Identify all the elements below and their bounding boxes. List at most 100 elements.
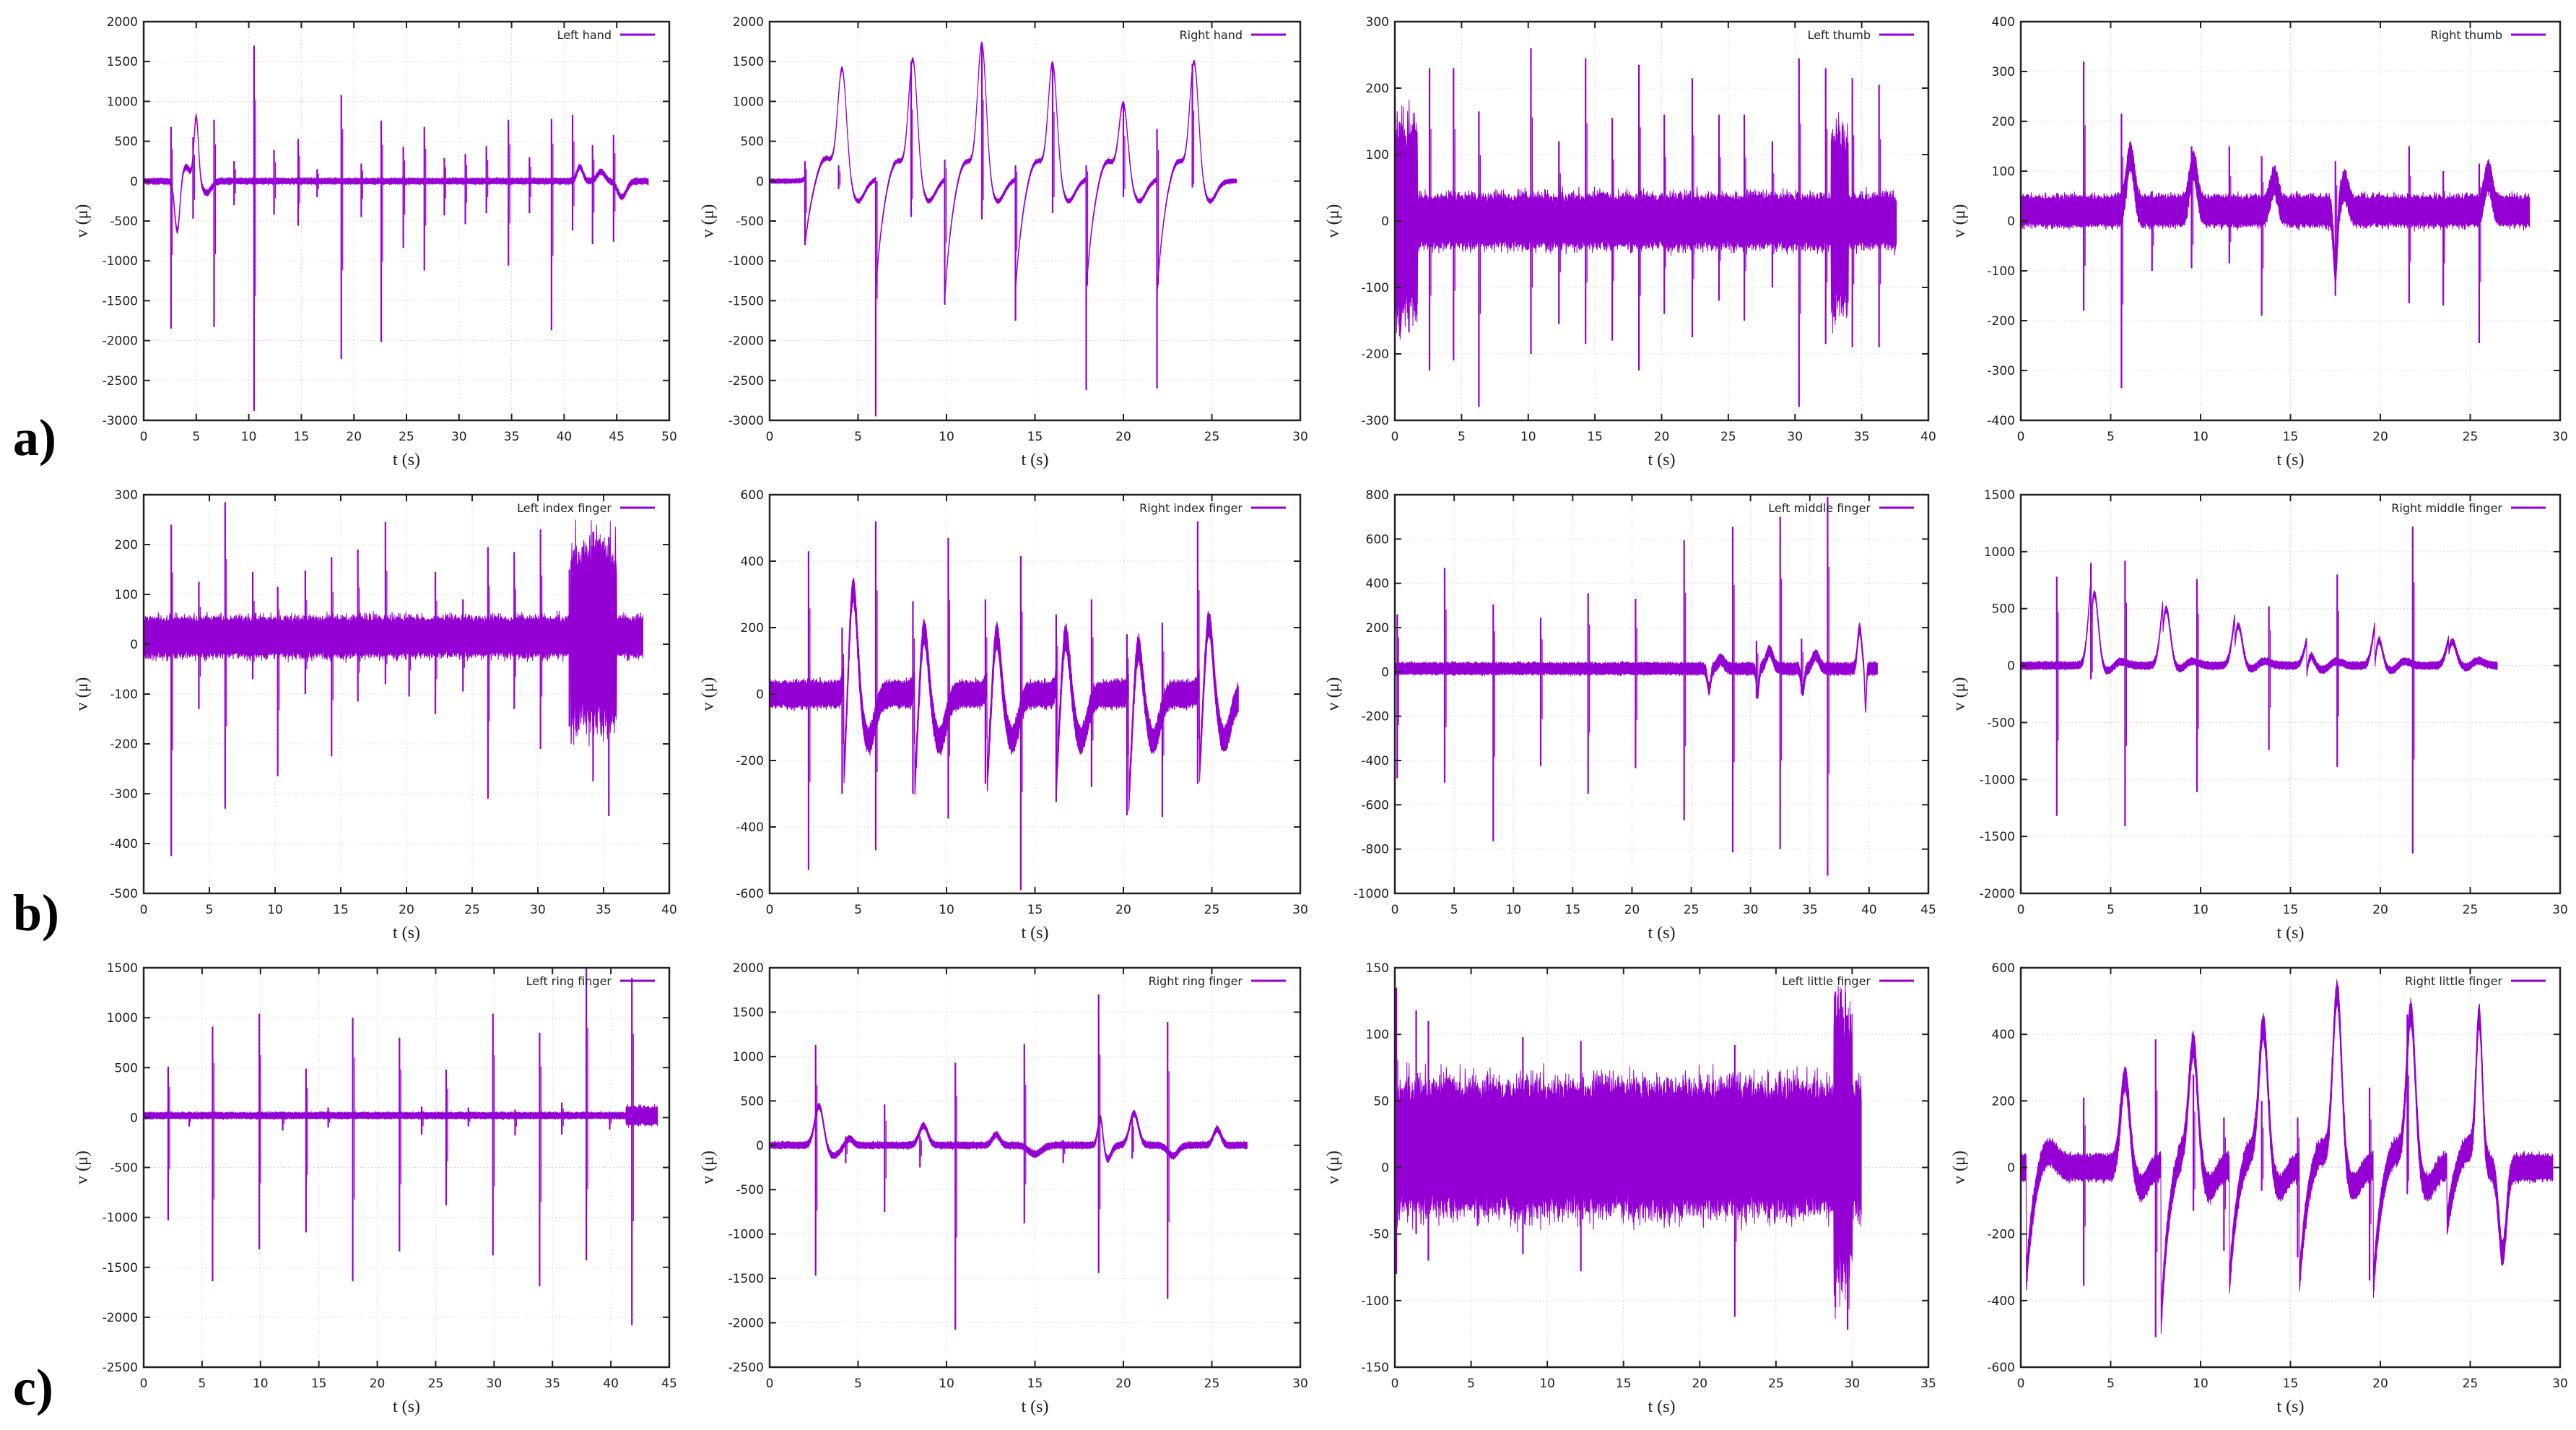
y-axis-label: v (μ) [699,204,718,238]
svg-text:5: 5 [198,1377,206,1391]
svg-text:0: 0 [2007,1161,2015,1176]
svg-text:45: 45 [1920,903,1936,917]
svg-text:Right middle finger: Right middle finger [2391,501,2502,515]
svg-text:20: 20 [1624,903,1640,917]
svg-text:20: 20 [1115,903,1131,917]
svg-text:200: 200 [1992,115,2015,129]
svg-text:10: 10 [1539,1377,1555,1391]
x-axis-label: t (s) [1648,924,1676,942]
svg-text:-500: -500 [1987,716,2015,730]
svg-text:10: 10 [1505,903,1521,917]
svg-text:150: 150 [1366,961,1389,976]
svg-text:0: 0 [1381,214,1389,229]
svg-text:-100: -100 [1361,1294,1389,1309]
legend: Right hand [1180,28,1286,42]
x-axis-label: t (s) [1022,924,1049,942]
svg-text:2000: 2000 [733,961,764,976]
chart-panel-left-middle-finger: 0 5 10 15 20 25 30 35 40 45 -1000 -800 -600 -400 -200 0… [1308,480,1950,951]
svg-text:200: 200 [115,538,138,552]
svg-text:Left middle finger: Left middle finger [1768,501,1871,515]
svg-text:40: 40 [603,1377,619,1391]
legend: Right thumb [2430,28,2546,42]
svg-text:Right hand: Right hand [1180,28,1243,42]
svg-text:-3000: -3000 [728,414,764,428]
svg-text:10: 10 [939,1377,954,1391]
svg-text:-1500: -1500 [103,1261,138,1275]
svg-text:30: 30 [451,430,467,444]
svg-text:30: 30 [1292,1377,1308,1391]
svg-text:-2500: -2500 [728,374,764,389]
y-axis-label: v (μ) [1324,204,1343,238]
svg-text:5: 5 [2107,903,2115,917]
svg-text:25: 25 [399,430,414,444]
svg-text:300: 300 [115,488,138,503]
svg-text:1500: 1500 [107,961,138,976]
signal-trace [143,519,644,747]
svg-text:25: 25 [428,1377,444,1391]
svg-text:-200: -200 [1361,347,1389,362]
svg-text:-2500: -2500 [103,374,138,389]
svg-text:30: 30 [530,903,546,917]
signal-trace [769,1103,1248,1164]
y-axis-label: v (μ) [699,1150,718,1184]
svg-text:35: 35 [504,430,520,444]
svg-text:100: 100 [1366,1028,1389,1042]
svg-text:5: 5 [2107,1377,2115,1391]
y-axis-label: v (μ) [699,677,718,711]
svg-text:0: 0 [1381,665,1389,680]
svg-text:400: 400 [741,555,764,569]
legend: Left little finger [1782,974,1914,988]
svg-text:-500: -500 [736,1183,764,1197]
svg-text:100: 100 [1366,148,1389,162]
y-axis-label: v (μ) [73,1150,92,1184]
svg-text:-400: -400 [1987,1294,2015,1309]
chart-svg: 0 5 10 15 20 25 30 -2500 -2000 -1500 -1000 -500 0 500… [699,961,1308,1416]
svg-text:0: 0 [140,1377,148,1391]
svg-text:30: 30 [2552,430,2568,444]
svg-text:200: 200 [1366,621,1389,636]
svg-text:-50: -50 [1369,1228,1389,1242]
svg-text:30: 30 [1743,903,1759,917]
chart-panel-right-hand: 0 5 10 15 20 25 30 -3000 -2500 -2000 -1500 -1000 -50… [683,7,1322,478]
chart-svg: 0 5 10 15 20 25 30 35 40 -300 -200 -100 0 100 200 300 t … [1324,15,1936,469]
svg-text:-400: -400 [736,820,764,835]
svg-text:500: 500 [1992,602,2015,617]
svg-text:35: 35 [1920,1377,1936,1391]
x-axis-label: t (s) [393,1398,420,1416]
svg-text:35: 35 [596,903,612,917]
svg-text:30: 30 [1292,903,1308,917]
chart-svg: 0 5 10 15 20 25 30 -600 -400 -200 0 200 400 600 t (s) v… [1950,961,2568,1416]
svg-text:0: 0 [140,903,148,917]
y-axis-label: v (μ) [1950,1150,1969,1184]
svg-text:1500: 1500 [733,55,764,69]
svg-text:0: 0 [2017,903,2025,917]
svg-text:300: 300 [1366,15,1389,30]
svg-text:5: 5 [854,1377,862,1391]
svg-text:20: 20 [1692,1377,1707,1391]
chart-svg: 0 5 10 15 20 25 30 -2000 -1500 -1000 -500 0 500 1000 1… [1950,488,2568,942]
y-axis-label: v (μ) [1324,1150,1343,1184]
svg-text:-500: -500 [736,214,764,229]
svg-text:-400: -400 [110,837,138,852]
signal-trace [143,113,649,234]
svg-text:40: 40 [661,903,677,917]
svg-text:-800: -800 [1361,843,1389,857]
svg-text:-1500: -1500 [728,294,764,308]
svg-text:-300: -300 [1987,364,2015,378]
svg-text:10: 10 [241,430,257,444]
svg-text:5: 5 [192,430,200,444]
svg-text:40: 40 [1861,903,1877,917]
svg-text:25: 25 [2463,903,2479,917]
x-axis-label: t (s) [1022,1398,1049,1416]
svg-text:-2000: -2000 [1980,887,2015,901]
legend: Left index finger [517,501,655,515]
svg-text:1500: 1500 [733,1005,764,1020]
svg-text:-400: -400 [1361,754,1389,768]
x-axis-label: t (s) [1648,1398,1676,1416]
svg-text:20: 20 [346,430,362,444]
signal-trace [2020,979,2554,1334]
svg-text:Right ring finger: Right ring finger [1149,974,1243,988]
svg-text:-1000: -1000 [728,254,764,269]
svg-text:0: 0 [1391,903,1399,917]
svg-text:15: 15 [1616,1377,1632,1391]
